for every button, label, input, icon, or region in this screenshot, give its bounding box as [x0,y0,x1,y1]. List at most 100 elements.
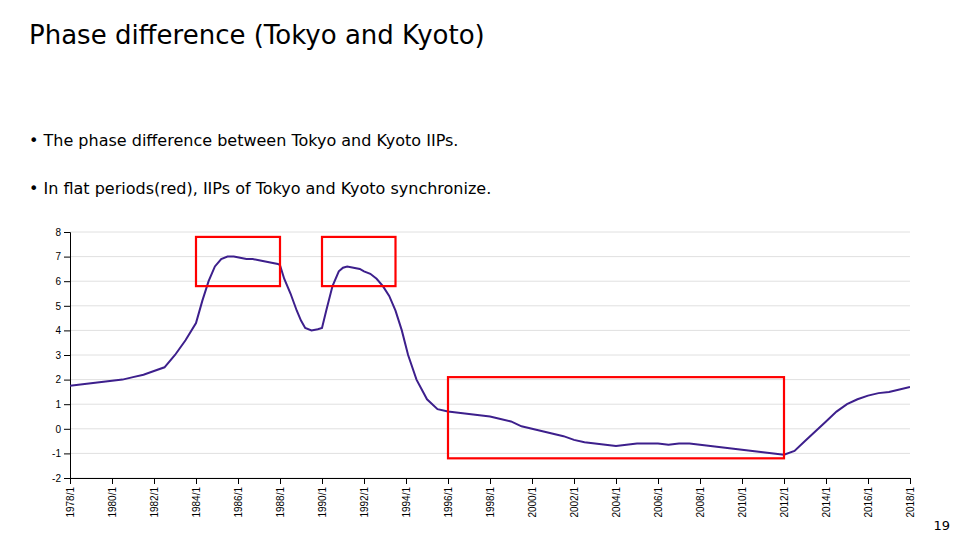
y-tick: 5 [55,301,70,312]
x-tick-label: 2006/1 [653,487,664,518]
x-tick-mark [910,478,911,484]
plot: -2 -1 0 1 2 3 4 5 6 7 8 1978/1 1980/1 1982/1 1984/1 198… [52,227,916,518]
x-tick-mark [574,478,575,484]
y-tick-label: 2 [55,374,61,385]
x-tick: 2016/1 [863,478,874,518]
x-tick-label: 2000/1 [527,487,538,518]
x-tick-mark [448,478,449,484]
grid-line [70,355,910,356]
x-tick-label: 1984/1 [191,487,202,518]
y-axis-line [64,233,71,479]
x-tick: 1982/1 [149,478,160,518]
y-tick: 6 [55,276,70,287]
x-axis-line [71,479,911,485]
x-tick-label: 2016/1 [863,487,874,518]
y-tick-mark [64,355,70,356]
highlight-box [322,237,396,286]
x-tick-label: 1994/1 [401,487,412,518]
x-tick-mark [826,478,827,484]
y-tick-mark [64,257,70,258]
y-tick-mark [64,281,70,282]
grid-line [70,330,910,331]
x-tick-mark [322,478,323,484]
x-tick-mark [784,478,785,484]
x-tick-mark [70,478,71,484]
x-tick-label: 1990/1 [317,487,328,518]
y-tick-label: 3 [55,350,61,361]
x-tick-label: 1982/1 [149,487,160,518]
y-tick: 4 [55,325,70,336]
x-tick-mark [490,478,491,484]
highlight-box [448,377,784,458]
x-tick: 1978/1 [65,478,76,518]
x-tick-mark [112,478,113,484]
y-tick-mark [64,404,70,405]
y-tick-label: 8 [55,227,61,238]
x-tick: 1996/1 [443,478,454,518]
y-tick: 8 [55,227,70,238]
x-tick-mark [154,478,155,484]
x-tick-label: 2014/1 [821,487,832,518]
x-tick: 1986/1 [233,478,244,518]
chart: Phase difference (Tokyo and Kyoto) • The … [0,0,960,540]
grid [70,232,910,478]
x-tick: 1990/1 [317,478,328,518]
x-tick-label: 1992/1 [359,487,370,518]
x-tick-mark [658,478,659,484]
x-tick-mark [616,478,617,484]
highlight-box [196,237,280,286]
x-tick-label: 2008/1 [695,487,706,518]
y-tick-label: 0 [55,424,61,435]
x-tick: 2004/1 [611,478,622,518]
x-tick-mark [280,478,281,484]
y-tick-mark [64,478,70,479]
y-tick: 3 [55,350,70,361]
x-tick-label: 1986/1 [233,487,244,518]
title: Phase difference (Tokyo and Kyoto) [29,20,485,50]
grid-line [70,305,910,306]
x-tick: 2018/1 [905,478,916,518]
x-axis: 1978/1 1980/1 1982/1 1984/1 1986/1 1988/1 1990… [65,478,916,518]
y-tick: 2 [55,374,70,385]
x-tick-mark [700,478,701,484]
y-tick-label: -2 [52,473,61,484]
x-tick-label: 2018/1 [905,487,916,518]
x-tick-label: 1988/1 [275,487,286,518]
x-tick-mark [364,478,365,484]
x-tick-label: 2012/1 [779,487,790,518]
x-tick: 2006/1 [653,478,664,518]
y-axis: -2 -1 0 1 2 3 4 5 6 7 8 [52,227,70,484]
x-tick-label: 1980/1 [107,487,118,518]
page-number: 19 [933,518,950,533]
x-tick: 1992/1 [359,478,370,518]
x-tick: 2002/1 [569,478,580,518]
x-tick-label: 1998/1 [485,487,496,518]
bullet: • The phase difference between Tokyo and… [29,131,458,150]
y-tick-mark [64,232,70,233]
x-tick-mark [868,478,869,484]
y-tick-label: 6 [55,276,61,287]
x-tick: 2008/1 [695,478,706,518]
x-tick-label: 2010/1 [737,487,748,518]
x-tick-mark [742,478,743,484]
y-tick-label: 4 [55,325,61,336]
x-tick-mark [532,478,533,484]
y-tick-label: 1 [55,399,61,410]
x-tick: 1994/1 [401,478,412,518]
y-tick: -1 [52,448,70,459]
x-tick: 1980/1 [107,478,118,518]
x-tick: 2000/1 [527,478,538,518]
x-tick-mark [406,478,407,484]
x-tick-label: 2002/1 [569,487,580,518]
x-tick: 2014/1 [821,478,832,518]
y-tick-label: -1 [52,448,61,459]
x-tick-mark [196,478,197,484]
y-tick: 0 [55,424,70,435]
x-tick: 2012/1 [779,478,790,518]
y-tick: 7 [55,251,70,262]
y-tick-mark [64,380,70,381]
y-tick-mark [64,306,70,307]
x-tick: 1988/1 [275,478,286,518]
x-tick-label: 2004/1 [611,487,622,518]
y-tick-mark [64,429,70,430]
